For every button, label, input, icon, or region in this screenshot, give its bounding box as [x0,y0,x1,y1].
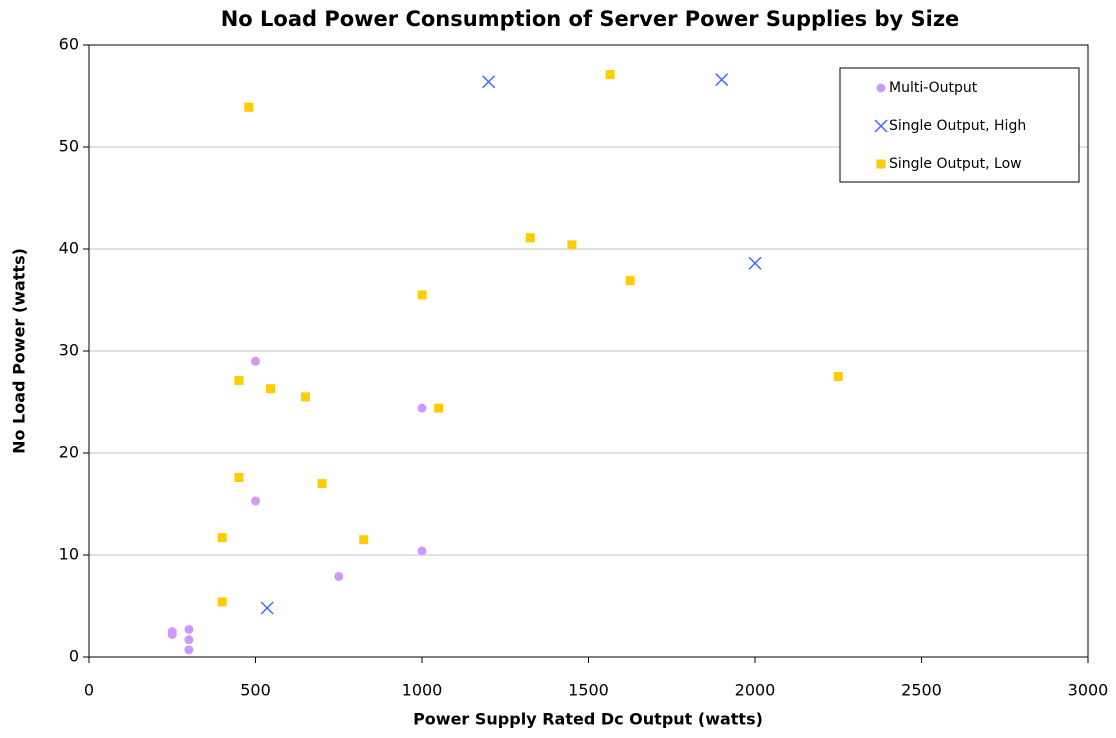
legend-marker [874,119,888,133]
point [265,384,275,394]
legend-marker [876,83,886,93]
legend-label: Multi-Output [889,80,978,96]
point [715,73,729,87]
point [417,403,427,413]
x-tick-label: 0 [84,681,94,700]
point [417,290,427,300]
chart-title: No Load Power Consumption of Server Powe… [221,7,960,31]
point [234,472,244,482]
point [217,597,227,607]
point [625,276,635,286]
legend-marker [876,159,886,169]
point [217,533,227,543]
point [184,624,194,634]
point [234,376,244,386]
point [334,571,344,581]
x-tick-label: 3000 [1068,681,1109,700]
x-axis-label: Power Supply Rated Dc Output (watts) [413,710,763,729]
point [434,403,444,413]
point [833,372,843,381]
x-tick-label: 1500 [568,681,609,700]
point [567,240,577,250]
point [260,601,274,615]
legend-label: Single Output, Low [889,156,1022,172]
x-tick-label: 1000 [402,681,443,700]
legend-label: Single Output, High [889,118,1026,134]
point [300,392,310,402]
point [184,635,194,645]
y-tick-label: 30 [59,341,79,360]
y-tick-label: 60 [59,35,79,54]
point [251,496,260,506]
x-tick-label: 2000 [735,681,776,700]
point [317,479,327,489]
point [359,535,369,545]
point [748,256,762,270]
point [417,546,427,556]
point [244,102,254,112]
point [251,356,260,366]
y-tick-label: 40 [59,239,79,258]
point [482,75,496,89]
x-tick-label: 2500 [901,681,942,700]
plot-frame [88,44,1089,658]
y-tick-label: 10 [59,545,79,564]
point [184,645,194,655]
point [525,233,535,243]
point [167,630,177,640]
y-tick-label: 0 [69,647,79,666]
y-tick-label: 20 [59,443,79,462]
y-axis-label: No Load Power (watts) [10,248,29,454]
x-tick-label: 500 [240,681,271,700]
y-tick-label: 50 [59,137,79,156]
point [605,70,615,80]
